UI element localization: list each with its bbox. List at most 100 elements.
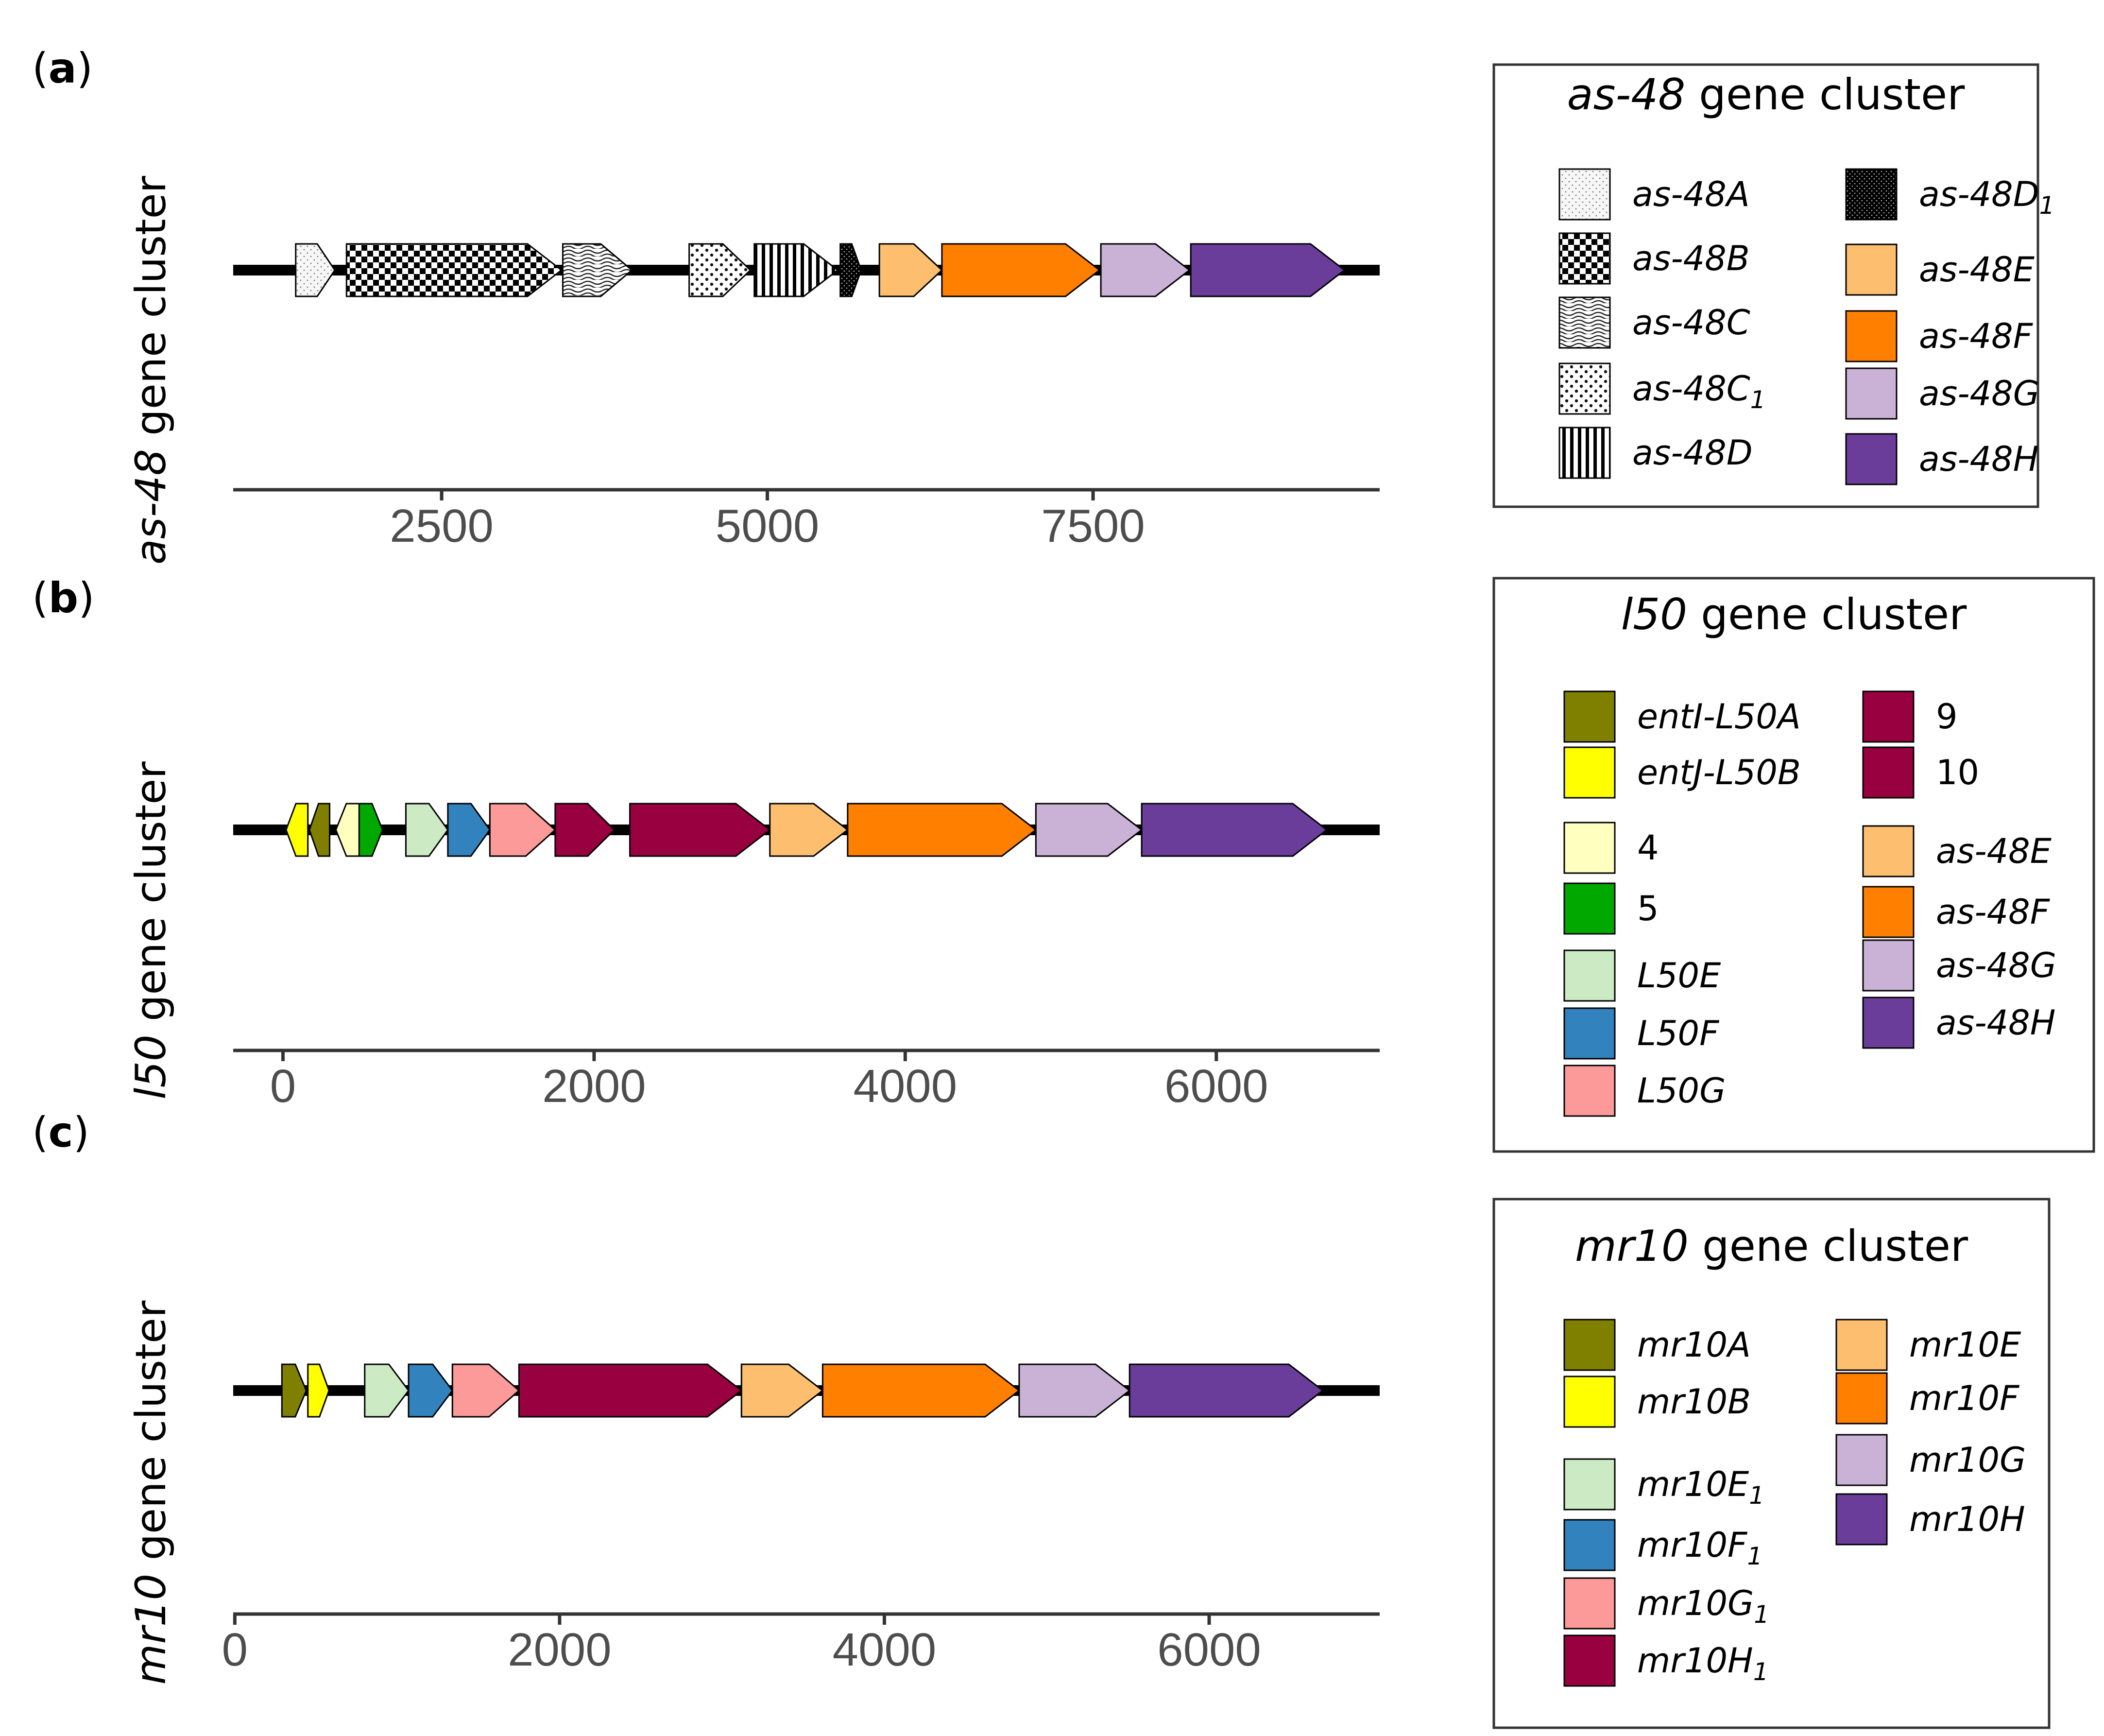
legend-key-swatch bbox=[1563, 882, 1616, 935]
x-tick-label: 2000 bbox=[542, 1060, 646, 1112]
gene-arrow bbox=[1100, 243, 1191, 297]
legend-item-label: mr10F bbox=[1909, 1378, 2020, 1418]
x-tick-label: 5000 bbox=[716, 500, 820, 552]
legend-key-swatch bbox=[1862, 886, 1915, 938]
legend-item-label: 9 bbox=[1936, 697, 1958, 737]
legend-key-swatch bbox=[1845, 433, 1898, 485]
x-tick-label: 6000 bbox=[1157, 1624, 1261, 1676]
x-tick-label: 7500 bbox=[1041, 500, 1145, 552]
legend-key-swatch bbox=[1563, 690, 1616, 743]
x-tick-label: 4000 bbox=[833, 1624, 937, 1676]
legend-key-swatch bbox=[1558, 427, 1611, 479]
legend-key-swatch bbox=[1835, 1319, 1888, 1371]
x-tick-label: 0 bbox=[222, 1624, 248, 1676]
legend-item-label: as-48B bbox=[1632, 239, 1750, 278]
gene-arrow bbox=[821, 1363, 1021, 1418]
gene-arrow bbox=[489, 803, 557, 857]
gene-arrow bbox=[688, 243, 752, 297]
gene-arrow bbox=[847, 803, 1037, 857]
legend-key-swatch bbox=[1558, 232, 1611, 285]
gene-arrow bbox=[769, 803, 849, 857]
legend-item-label: mr10E1 bbox=[1637, 1464, 1764, 1510]
legend-item-label: mr10F1 bbox=[1637, 1525, 1762, 1570]
legend-item-label: as-48C1 bbox=[1632, 369, 1765, 414]
gene-arrow bbox=[554, 803, 616, 857]
gene-arrow bbox=[562, 243, 633, 297]
gene-arrow bbox=[1141, 803, 1328, 857]
panel-letter: (c) bbox=[32, 1108, 89, 1157]
gene-arrow bbox=[740, 1363, 824, 1418]
legend-item-label: 5 bbox=[1637, 889, 1659, 928]
legend-item-label: as-48C bbox=[1632, 303, 1750, 343]
legend-key-swatch bbox=[1563, 1634, 1616, 1687]
legend-key-swatch bbox=[1563, 1319, 1616, 1371]
gene-arrow bbox=[447, 803, 491, 857]
legend-item-label: mr10H bbox=[1909, 1499, 2025, 1539]
gene-arrow bbox=[518, 1363, 743, 1418]
panel-letter: (a) bbox=[32, 44, 93, 93]
legend-key-swatch bbox=[1862, 997, 1915, 1049]
y-axis-label: mr10 gene cluster bbox=[127, 1300, 175, 1684]
x-tick-label: 4000 bbox=[854, 1060, 958, 1112]
gene-arrow bbox=[941, 243, 1101, 297]
legend-title: mr10 gene cluster bbox=[1575, 1221, 1968, 1271]
legend-key-swatch bbox=[1563, 949, 1616, 1002]
legend-item-label: mr10E bbox=[1909, 1325, 2021, 1365]
legend-c: mr10 gene cluster mr10A mr10B mr10E1 mr10F1 m… bbox=[1492, 1198, 2051, 1729]
legend-item-label: mr10G bbox=[1909, 1440, 2026, 1480]
gene-arrow bbox=[408, 1363, 454, 1418]
legend-item-label: as-48A bbox=[1632, 174, 1750, 214]
legend-key-swatch bbox=[1558, 168, 1611, 221]
legend-item-label: as-48D bbox=[1632, 433, 1753, 473]
legend-item-label: as-48H bbox=[1919, 439, 2038, 479]
y-axis-label: as-48 gene cluster bbox=[127, 175, 175, 565]
panel-a: (a) as-48 gene cluster 2500 5000 7500 bbox=[32, 44, 1380, 565]
gene-arrow bbox=[878, 243, 943, 297]
gene-arrow bbox=[308, 803, 331, 857]
legend-item-label: L50G bbox=[1637, 1071, 1726, 1111]
legend-item-label: entJ-L50B bbox=[1637, 753, 1801, 792]
legend-key-swatch bbox=[1558, 296, 1611, 349]
legend-key-swatch bbox=[1563, 1375, 1616, 1428]
x-tick-label: 0 bbox=[270, 1060, 296, 1112]
legend-title: l50 gene cluster bbox=[1621, 589, 1967, 639]
x-tick-label: 6000 bbox=[1164, 1060, 1268, 1112]
legend-item-label: mr10B bbox=[1637, 1382, 1751, 1422]
panel-c: (c) mr10 gene cluster 0 2000 4000 6000 bbox=[32, 1108, 1380, 1684]
gene-arrow bbox=[281, 1363, 308, 1418]
legend-key-swatch bbox=[1845, 310, 1898, 362]
legend-key-swatch bbox=[1563, 822, 1616, 874]
legend-key-swatch bbox=[1563, 1519, 1616, 1571]
panel-letter: (b) bbox=[32, 574, 95, 622]
legend-title: as-48 gene cluster bbox=[1567, 69, 1965, 120]
gene-arrow bbox=[451, 1363, 520, 1418]
gene-arrow bbox=[629, 803, 771, 857]
gene-arrow bbox=[335, 803, 360, 857]
legend-item-label: L50E bbox=[1637, 956, 1721, 996]
gene-arrow bbox=[345, 243, 563, 297]
legend-item-label: as-48G bbox=[1936, 945, 2056, 985]
x-tick-label: 2000 bbox=[508, 1624, 612, 1676]
legend-key-swatch bbox=[1563, 746, 1616, 799]
gene-arrow bbox=[364, 1363, 410, 1418]
gene-arrow bbox=[753, 243, 839, 297]
y-axis-label: l50 gene cluster bbox=[127, 761, 175, 1100]
legend-key-swatch bbox=[1845, 243, 1898, 296]
legend-item-label: as-48E bbox=[1919, 250, 2035, 290]
gene-arrow bbox=[358, 803, 384, 857]
gene-arrow bbox=[1018, 1363, 1131, 1418]
legend-item-label: as-48G bbox=[1919, 374, 2039, 413]
legend-key-swatch bbox=[1862, 690, 1915, 743]
legend-item-label: as-48D1 bbox=[1919, 174, 2054, 220]
legend-key-swatch bbox=[1862, 939, 1915, 992]
legend-item-label: as-48F bbox=[1936, 892, 2051, 932]
legend-key-swatch bbox=[1835, 1372, 1888, 1425]
legend-item-label: as-48E bbox=[1936, 831, 2052, 871]
legend-b: l50 gene cluster entI-L50A entJ-L50B 4 5 L50E… bbox=[1492, 577, 2095, 1153]
gene-arrow bbox=[285, 803, 309, 857]
legend-key-swatch bbox=[1558, 362, 1611, 415]
legend-key-swatch bbox=[1862, 746, 1915, 799]
legend-item-label: mr10G1 bbox=[1637, 1583, 1769, 1629]
legend-key-swatch bbox=[1845, 367, 1898, 420]
